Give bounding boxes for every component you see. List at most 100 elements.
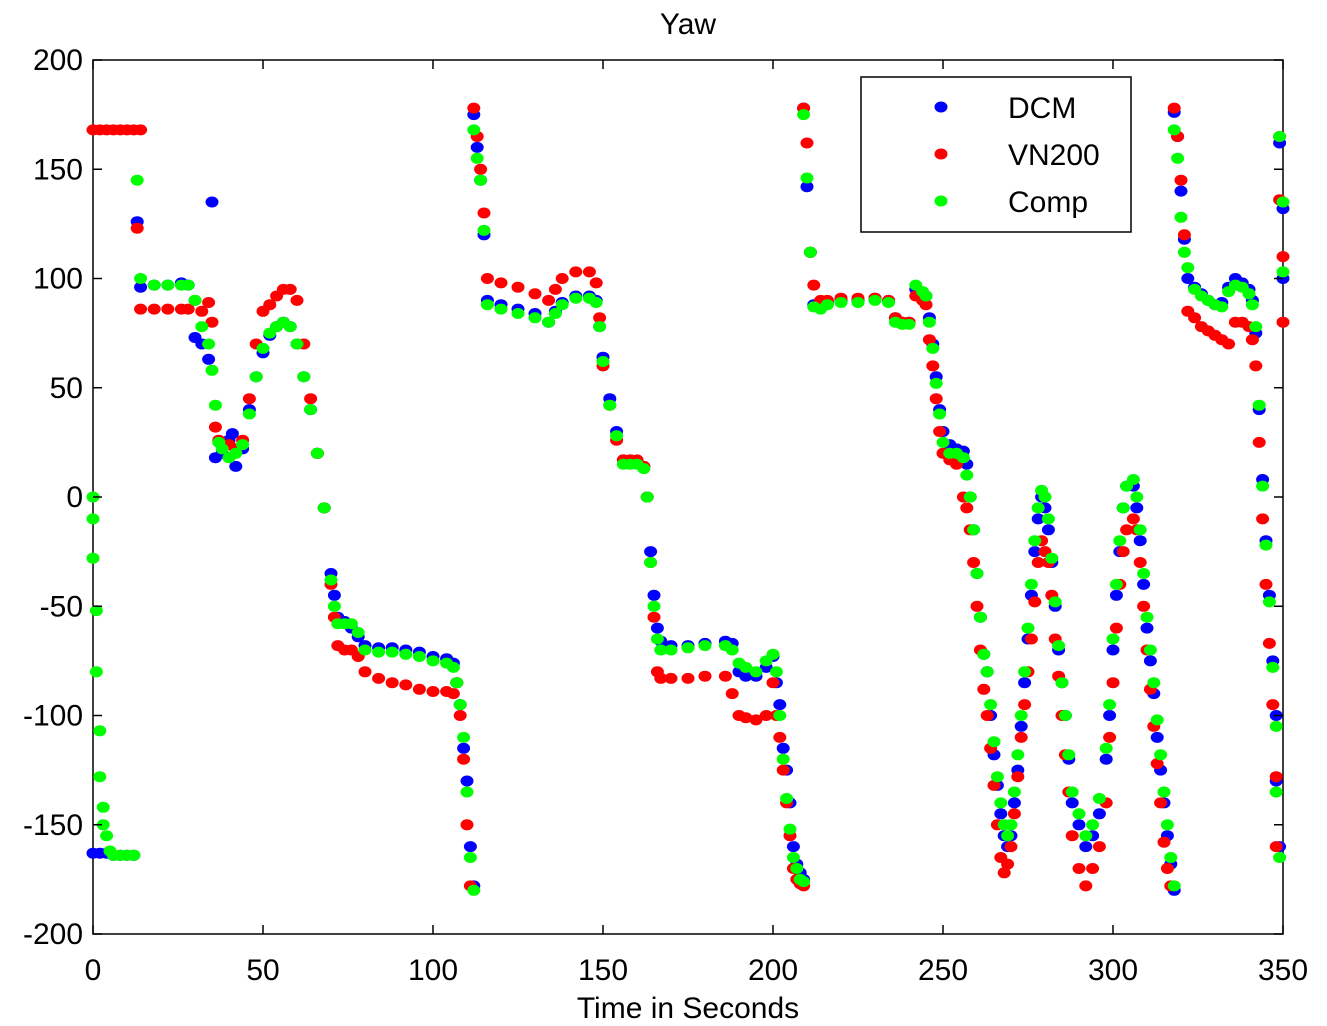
point-comp [460, 786, 474, 798]
point-vn200 [1177, 229, 1191, 241]
point-vn200 [1086, 863, 1100, 874]
point-comp [548, 308, 562, 319]
point-comp [1021, 622, 1035, 634]
point-vn200 [933, 426, 947, 437]
point-comp [1024, 578, 1038, 590]
point-comp [344, 618, 358, 630]
point-comp [195, 321, 209, 333]
point-vn200 [1245, 334, 1259, 346]
point-comp [1269, 786, 1283, 798]
point-comp [1177, 246, 1191, 258]
point-comp [1259, 539, 1273, 551]
point-vn200 [1150, 758, 1164, 770]
point-comp [977, 648, 991, 660]
point-vn200 [987, 779, 1001, 791]
point-comp [86, 552, 100, 564]
point-comp [215, 443, 229, 455]
point-dcm [1072, 819, 1086, 831]
point-vn200 [569, 266, 583, 278]
point-comp [936, 436, 950, 448]
legend-marker-dcm [934, 101, 948, 113]
point-vn200 [480, 273, 494, 284]
point-vn200 [1092, 841, 1106, 853]
point-comp [644, 557, 658, 568]
point-vn200 [290, 294, 304, 306]
point-vn200 [446, 688, 460, 700]
point-comp [984, 699, 998, 711]
point-vn200 [980, 710, 994, 721]
point-comp [1065, 786, 1079, 798]
point-dcm [786, 841, 800, 853]
point-comp [304, 404, 318, 416]
point-dcm [650, 622, 664, 634]
point-comp [786, 852, 800, 863]
point-vn200 [919, 299, 933, 311]
point-vn200 [970, 600, 984, 612]
point-vn200 [1266, 699, 1280, 711]
point-vn200 [1269, 841, 1283, 853]
point-vn200 [548, 283, 562, 295]
point-comp [1215, 301, 1229, 313]
point-vn200 [654, 672, 668, 684]
point-comp [647, 600, 661, 612]
point-dcm [1041, 524, 1055, 536]
point-vn200 [1160, 863, 1174, 874]
x-tick-label: 150 [578, 954, 628, 987]
point-vn200 [283, 283, 297, 295]
point-dcm [776, 742, 790, 754]
point-vn200 [1188, 312, 1202, 324]
point-vn200 [647, 611, 661, 623]
point-comp [1062, 749, 1076, 761]
point-vn200 [1011, 771, 1025, 783]
point-dcm [1130, 502, 1144, 514]
point-dcm [134, 281, 148, 293]
point-comp [919, 290, 933, 302]
point-comp [426, 655, 440, 667]
point-comp [664, 644, 678, 656]
point-vn200 [1018, 699, 1032, 711]
point-vn200 [181, 303, 195, 315]
point-vn200 [718, 670, 732, 682]
point-comp [1137, 568, 1151, 579]
point-dcm [1092, 808, 1106, 820]
point-comp [1266, 661, 1280, 673]
point-comp [1109, 578, 1123, 590]
point-comp [1150, 714, 1164, 726]
point-comp [283, 321, 297, 333]
point-dcm [1174, 185, 1188, 197]
point-comp [1007, 786, 1021, 798]
y-tick-label: -100 [23, 700, 83, 733]
point-vn200 [528, 288, 542, 300]
point-vn200 [1014, 731, 1028, 743]
point-comp [1160, 819, 1174, 831]
point-vn200 [1079, 880, 1093, 892]
point-dcm [1143, 655, 1157, 667]
point-vn200 [460, 819, 474, 831]
point-comp [327, 600, 341, 612]
point-dcm [463, 841, 477, 853]
x-tick-label: 300 [1088, 954, 1138, 987]
point-dcm [800, 181, 814, 193]
point-comp [1045, 552, 1059, 564]
point-comp [446, 661, 460, 673]
point-vn200 [494, 277, 508, 289]
point-comp [725, 644, 739, 656]
point-comp [86, 513, 100, 525]
point-vn200 [304, 393, 318, 405]
point-comp [161, 279, 175, 291]
point-comp [1164, 852, 1178, 863]
point-comp [987, 736, 1001, 748]
point-comp [851, 297, 865, 308]
point-comp [1167, 880, 1181, 892]
point-comp [603, 399, 617, 411]
point-comp [980, 666, 994, 678]
point-vn200 [1276, 251, 1290, 263]
point-comp [89, 605, 103, 617]
point-comp [528, 312, 542, 324]
point-vn200 [1001, 858, 1015, 870]
point-dcm [1140, 622, 1154, 634]
point-comp [324, 574, 338, 586]
point-vn200 [926, 360, 940, 372]
x-tick-label: 200 [748, 954, 798, 987]
